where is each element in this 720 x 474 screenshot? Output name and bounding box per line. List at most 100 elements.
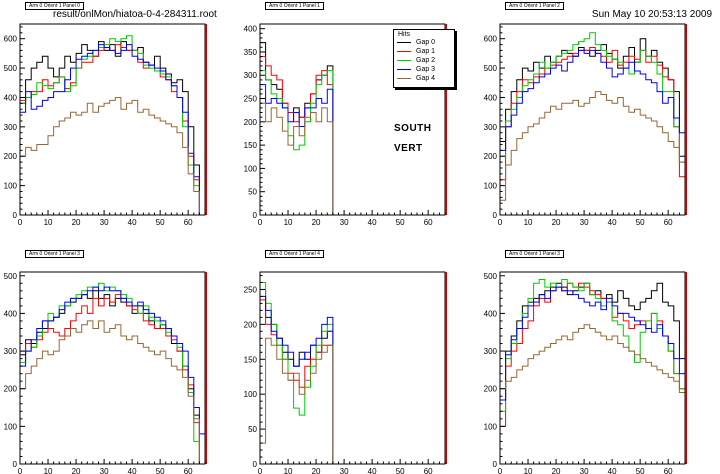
- y-tick-label: 100: [484, 422, 498, 431]
- y-tick-label: 200: [4, 385, 18, 394]
- x-tick-label: 60: [184, 467, 193, 474]
- x-tick-label: 50: [396, 218, 405, 227]
- panel-title-3: Arm 0 Orient 1 Panel 3: [25, 250, 84, 258]
- y-tick-label: 300: [484, 123, 498, 132]
- x-tick-label: 30: [580, 218, 589, 227]
- y-tick-label: 300: [244, 71, 258, 80]
- series-gap-2: [260, 70, 339, 216]
- panel-title-4: Arm 0 Orient 1 Panel 4: [265, 250, 324, 258]
- y-tick-label: 100: [244, 164, 258, 173]
- x-tick-label: 0: [18, 218, 23, 227]
- legend-label: Gap 1: [416, 48, 436, 55]
- y-tick-label: 100: [4, 422, 18, 431]
- legend-title: Hits: [398, 31, 411, 38]
- y-tick-label: 200: [244, 320, 258, 329]
- x-tick-label: 40: [368, 467, 377, 474]
- x-tick-label: 30: [580, 467, 589, 474]
- arm-label: SOUTH: [394, 123, 432, 134]
- x-tick-label: 10: [524, 467, 533, 474]
- x-tick-label: 10: [284, 218, 293, 227]
- x-tick-label: 60: [664, 218, 673, 227]
- x-tick-label: 20: [72, 218, 81, 227]
- series-gap-3: [20, 44, 205, 216]
- series-gap-2: [260, 282, 339, 465]
- timestamp: Sun May 10 20:53:13 2009: [591, 9, 712, 20]
- y-tick-label: 150: [244, 141, 258, 150]
- x-tick-label: 60: [424, 218, 433, 227]
- x-tick-label: 10: [524, 218, 533, 227]
- legend-label: Gap 4: [416, 75, 436, 82]
- x-tick-label: 0: [498, 467, 503, 474]
- x-tick-label: 60: [664, 467, 673, 474]
- y-tick-label: 0: [13, 460, 18, 469]
- panel-title-0: Arm 0 Orient 1 Panel 0: [25, 2, 84, 10]
- legend-swatch: [397, 60, 411, 61]
- x-tick-label: 20: [552, 467, 561, 474]
- panel-title-2: Arm 0 Orient 1 Panel 2: [505, 2, 564, 10]
- y-tick-label: 100: [4, 182, 18, 191]
- y-tick-label: 350: [244, 48, 258, 57]
- y-tick-label: 300: [4, 123, 18, 132]
- y-tick-label: 200: [4, 152, 18, 161]
- series-gap-3: [500, 286, 685, 401]
- legend-label: Gap 3: [416, 66, 436, 73]
- y-tick-label: 250: [244, 95, 258, 104]
- x-tick-label: 10: [284, 467, 293, 474]
- y-tick-label: 300: [4, 347, 18, 356]
- x-tick-label: 0: [498, 218, 503, 227]
- legend-swatch: [397, 69, 411, 70]
- legend: Hits Gap 0 Gap 1 Gap 2 Gap 3 Gap 4: [393, 29, 455, 88]
- x-tick-label: 40: [608, 218, 617, 227]
- plot-frame: [19, 23, 206, 216]
- x-tick-label: 30: [100, 218, 109, 227]
- orient-label: VERT: [394, 143, 423, 154]
- panel-3: 0 10 20 30 40 50 60 0 100 200 300 400 500: [4, 271, 207, 474]
- series-gap-4: [20, 320, 205, 465]
- x-tick-label: 60: [424, 467, 433, 474]
- legend-entry-gap1: Gap 1: [394, 47, 454, 56]
- x-tick-label: 60: [184, 218, 193, 227]
- legend-label: Gap 0: [416, 39, 436, 46]
- series-gap-3: [500, 49, 685, 151]
- x-tick-label: 30: [100, 467, 109, 474]
- x-tick-label: 50: [156, 467, 165, 474]
- panel-5: 0 10 20 30 40 50 60 0 100 200 300 400 500: [484, 271, 687, 474]
- y-tick-label: 0: [493, 460, 498, 469]
- y-tick-label: 500: [4, 64, 18, 73]
- x-tick-label: 0: [258, 218, 263, 227]
- legend-entry-gap4: Gap 4: [394, 74, 454, 83]
- series-gap-4: [500, 324, 685, 393]
- root-file-name: result/onlMon/hiatoa-0-4-284311.root: [53, 9, 217, 20]
- y-tick-label: 250: [244, 285, 258, 294]
- series-gap-3: [20, 286, 205, 435]
- y-tick-label: 400: [484, 93, 498, 102]
- y-tick-label: 200: [244, 118, 258, 127]
- y-tick-label: 500: [4, 272, 18, 281]
- series-gap-1: [500, 47, 685, 181]
- x-tick-label: 0: [18, 467, 23, 474]
- y-tick-label: 150: [244, 355, 258, 364]
- x-tick-label: 50: [636, 467, 645, 474]
- panel-title-5: Arm 0 Orient 1 Panel 3: [505, 250, 564, 258]
- x-tick-label: 10: [44, 467, 53, 474]
- panel-4: 0 10 20 30 40 50 60 0 50 100 150 200 250: [244, 271, 447, 474]
- y-tick-label: 500: [484, 64, 498, 73]
- x-tick-label: 50: [396, 467, 405, 474]
- legend-swatch: [397, 51, 411, 52]
- legend-entry-gap3: Gap 3: [394, 65, 454, 74]
- y-tick-label: 200: [484, 152, 498, 161]
- x-tick-label: 20: [312, 467, 321, 474]
- series-gap-4: [260, 102, 339, 216]
- x-tick-label: 40: [128, 467, 137, 474]
- x-tick-label: 20: [72, 467, 81, 474]
- y-tick-label: 600: [484, 35, 498, 44]
- y-tick-label: 0: [13, 211, 18, 220]
- y-tick-label: 300: [484, 347, 498, 356]
- y-tick-label: 400: [484, 309, 498, 318]
- x-tick-label: 30: [340, 467, 349, 474]
- series-gap-2: [20, 282, 205, 465]
- series-gap-4: [500, 91, 685, 201]
- panel-1: 0 10 20 30 40 50 60 0 50 100 150 200 250 300 350 400: [244, 23, 447, 227]
